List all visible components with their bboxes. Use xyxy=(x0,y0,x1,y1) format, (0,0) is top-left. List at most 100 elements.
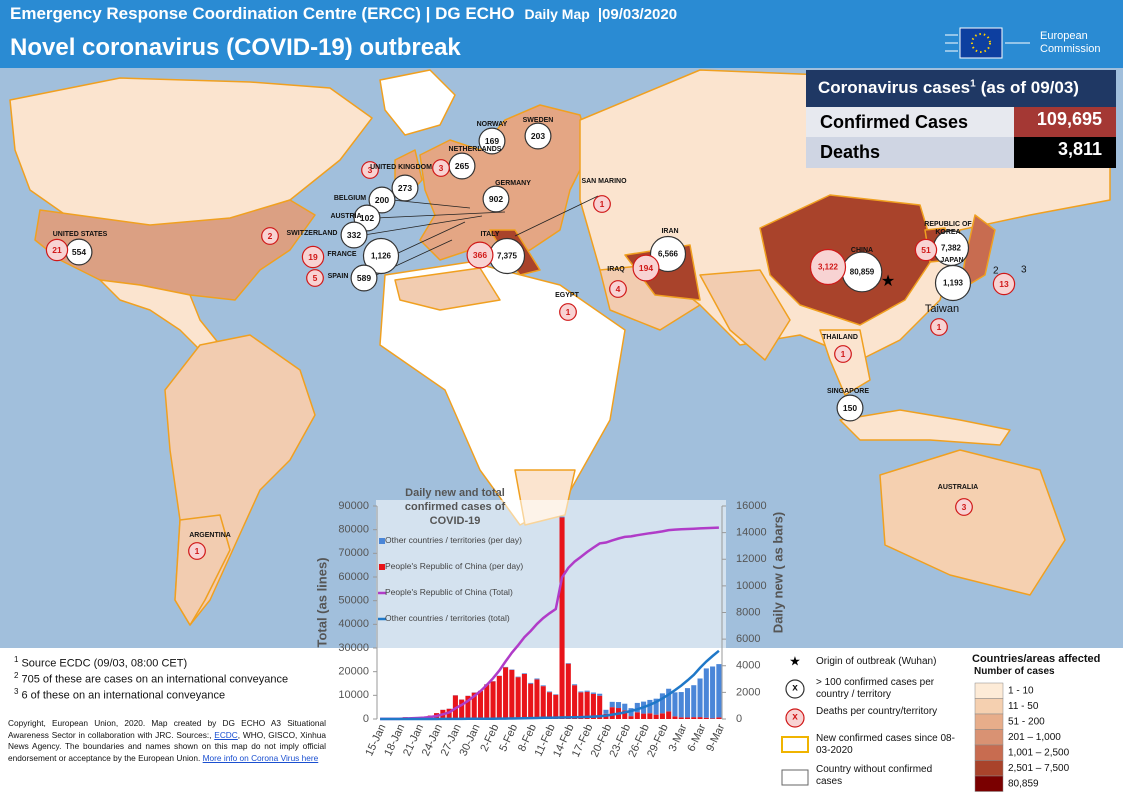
legend-swatch xyxy=(379,538,385,544)
legend-cases-symbol xyxy=(785,679,805,699)
class-label: 2,501 – 7,500 xyxy=(1008,763,1070,774)
bar xyxy=(597,693,603,696)
class-label: 1 - 10 xyxy=(1008,686,1034,697)
cases-circle xyxy=(524,122,552,150)
y-tick-label: 30000 xyxy=(338,642,369,654)
leader-line xyxy=(363,215,483,236)
header-title: Emergency Response Coordination Centre (… xyxy=(10,4,515,23)
deaths-circle xyxy=(45,238,69,262)
country-label: AUSTRALIA xyxy=(937,484,979,491)
class-label: 80,859 xyxy=(1008,779,1039,790)
summary-value-bg xyxy=(1014,107,1116,137)
country-name: EGYPT xyxy=(535,292,599,300)
deaths-circle xyxy=(466,241,494,269)
bar xyxy=(490,681,496,719)
india xyxy=(699,269,791,361)
deaths-circle xyxy=(306,269,324,287)
country-label: SWEDEN xyxy=(522,117,554,124)
bar xyxy=(647,699,653,714)
summary-label: Confirmed Cases xyxy=(820,112,969,132)
footnote-mark: 2 xyxy=(14,671,19,680)
bar xyxy=(647,713,653,719)
country-label: SPAIN xyxy=(327,273,349,280)
header-subtitle: Novel coronavirus (COVID-19) outbreak xyxy=(10,34,461,62)
subtitle: Novel coronavirus (COVID-19) outbreak xyxy=(10,34,461,61)
summary-label-bg xyxy=(806,137,1014,168)
country-label: Taiwan xyxy=(924,303,960,315)
y-tick-label: 60000 xyxy=(338,571,369,583)
chart-legend-label: People's Republic of China (Total) xyxy=(385,587,513,597)
classes-title: Countries/areas affected xyxy=(972,653,1100,665)
bar xyxy=(691,717,697,719)
leader-line xyxy=(375,211,506,219)
cases-circle xyxy=(368,186,396,214)
y2-tick-label: 14000 xyxy=(736,527,767,539)
summary-box xyxy=(806,70,1116,168)
cases-circle xyxy=(350,264,378,292)
country-name: NORWAY xyxy=(460,121,524,129)
bar xyxy=(628,716,634,719)
deaths-circle-value: 366 xyxy=(473,250,487,260)
class-label: 11 - 50 xyxy=(1008,701,1039,712)
bar xyxy=(521,673,527,674)
bar xyxy=(672,692,678,717)
header-line: Emergency Response Coordination Centre (… xyxy=(10,4,677,24)
country-label: CHINA xyxy=(850,247,874,254)
cases-circle-value: 1,126 xyxy=(371,252,392,261)
deaths-circle-value: 3,122 xyxy=(818,263,839,272)
cases-circle xyxy=(836,394,864,422)
cases-circle-value: 7,375 xyxy=(497,252,518,261)
australia xyxy=(879,449,1066,596)
country-name: Taiwan xyxy=(910,303,974,315)
deaths-circle-value: 3 xyxy=(962,502,967,512)
logo-text: European Commission xyxy=(1040,30,1110,56)
bar xyxy=(521,673,527,719)
bar xyxy=(716,717,722,719)
legend-new-cases xyxy=(781,736,809,753)
copyright-link[interactable]: More info on Corona Virus here xyxy=(202,752,319,763)
bar xyxy=(710,718,716,719)
country-label: SAN MARINO xyxy=(581,178,627,185)
bar xyxy=(672,716,678,719)
bar xyxy=(659,713,665,719)
class-label: 1,001 – 2,500 xyxy=(1008,748,1070,759)
deaths-circle xyxy=(930,318,948,336)
summary-row-label: Deaths xyxy=(820,142,880,163)
country-label: IRAN xyxy=(661,228,679,235)
country-name: REPUBLIC OF KOREA xyxy=(916,221,980,237)
bar xyxy=(553,694,559,695)
cases-circle-value: 203 xyxy=(531,131,545,141)
class-swatch xyxy=(974,713,1004,730)
deaths-circle xyxy=(914,238,938,262)
bar xyxy=(684,717,691,719)
summary-value: 109,695 xyxy=(1036,109,1102,129)
chart-legend-entry: Other countries / territories (per day) xyxy=(385,535,530,546)
cases-circle-value: 102 xyxy=(360,213,374,223)
country-label: NETHERLANDS xyxy=(448,146,502,153)
deaths-circle-value: 1 xyxy=(937,322,942,332)
class-swatch xyxy=(974,744,1004,761)
legend-label: Origin of outbreak (Wuhan) xyxy=(816,656,937,667)
y2-tick-label: 12000 xyxy=(736,553,767,565)
country-name: JAPAN xyxy=(920,257,984,265)
cases-circle-value: 169 xyxy=(485,136,499,146)
summary-title: Coronavirus cases1 (as of 09/03) xyxy=(818,78,1079,98)
chart-legend-label: People's Republic of China (per day) xyxy=(385,561,524,571)
footnote-mark: 3 xyxy=(14,687,19,696)
deaths-circle xyxy=(593,195,611,213)
bar xyxy=(703,668,709,718)
bar xyxy=(659,693,665,714)
leader-line xyxy=(395,221,466,255)
legend-entry: New confirmed cases since 08-03-2020 xyxy=(816,733,956,757)
bar xyxy=(528,683,534,719)
header-date: |09/03/2020 xyxy=(597,6,678,23)
chart-legend-label: Other countries / territories (per day) xyxy=(385,535,522,545)
y-tick-label: 50000 xyxy=(338,595,369,607)
bar xyxy=(666,688,672,712)
bar xyxy=(553,694,559,719)
country-label: ITALY xyxy=(480,231,500,238)
bar xyxy=(559,517,565,719)
deaths-circle-value: 51 xyxy=(921,245,931,255)
copyright-link[interactable]: ECDC xyxy=(214,729,238,740)
class-label: 51 - 200 xyxy=(1008,717,1045,728)
